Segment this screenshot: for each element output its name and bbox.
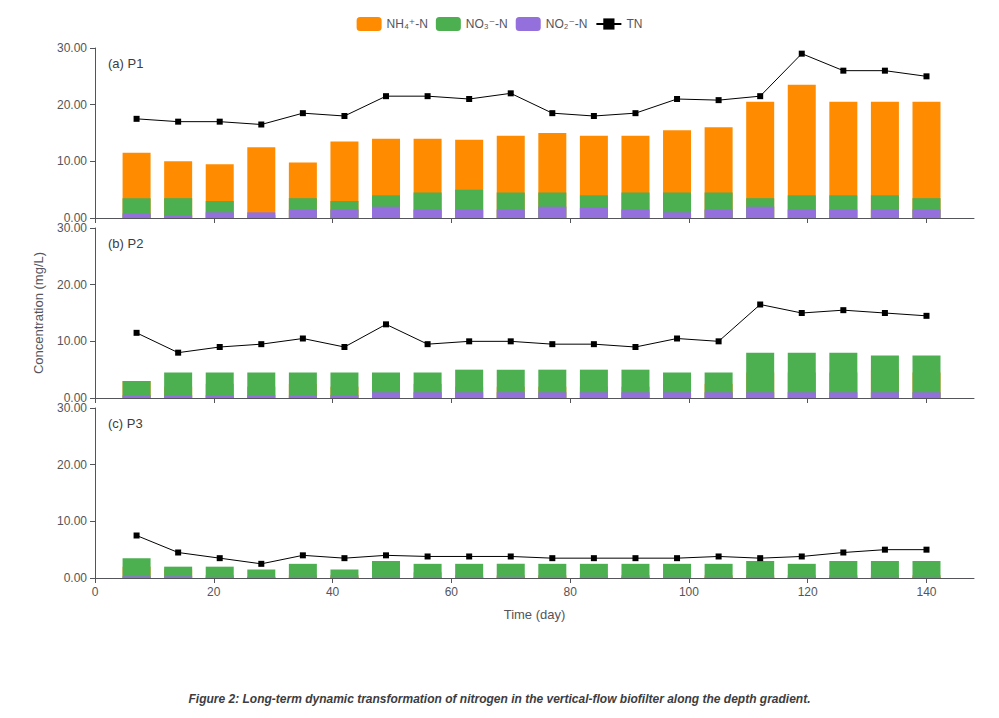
svg-text:(a) P1: (a) P1: [108, 56, 143, 71]
svg-text:20.00: 20.00: [57, 458, 87, 472]
svg-text:0: 0: [92, 585, 99, 599]
svg-text:Figure 2: Long-term dynamic tr: Figure 2: Long-term dynamic transformati…: [188, 692, 810, 706]
svg-text:0.00: 0.00: [63, 391, 87, 405]
svg-text:30.00: 30.00: [57, 221, 87, 235]
svg-text:TN: TN: [626, 17, 642, 31]
svg-text:NO₃⁻-N: NO₃⁻-N: [466, 17, 508, 31]
svg-text:140: 140: [916, 585, 936, 599]
svg-text:20.00: 20.00: [57, 98, 87, 112]
svg-text:20: 20: [207, 585, 221, 599]
svg-text:Concentration (mg/L): Concentration (mg/L): [31, 252, 46, 374]
svg-text:80: 80: [563, 585, 577, 599]
svg-text:0.00: 0.00: [64, 571, 88, 585]
svg-text:NH₄⁺-N: NH₄⁺-N: [387, 17, 428, 31]
svg-text:Time (day): Time (day): [504, 607, 566, 622]
svg-text:30.00: 30.00: [57, 401, 87, 415]
svg-text:120: 120: [798, 585, 818, 599]
svg-text:20.00: 20.00: [57, 278, 87, 292]
svg-text:10.00: 10.00: [57, 514, 87, 528]
svg-text:NO₂⁻-N: NO₂⁻-N: [546, 17, 588, 31]
svg-text:0.00: 0.00: [63, 211, 87, 225]
svg-text:(c) P3: (c) P3: [108, 416, 143, 431]
svg-text:10.00: 10.00: [57, 154, 87, 168]
svg-text:10.00: 10.00: [57, 334, 87, 348]
svg-text:40: 40: [326, 585, 340, 599]
svg-text:30.00: 30.00: [57, 41, 87, 55]
svg-text:(b) P2: (b) P2: [108, 236, 143, 251]
svg-text:60: 60: [445, 585, 459, 599]
svg-text:100: 100: [679, 585, 699, 599]
